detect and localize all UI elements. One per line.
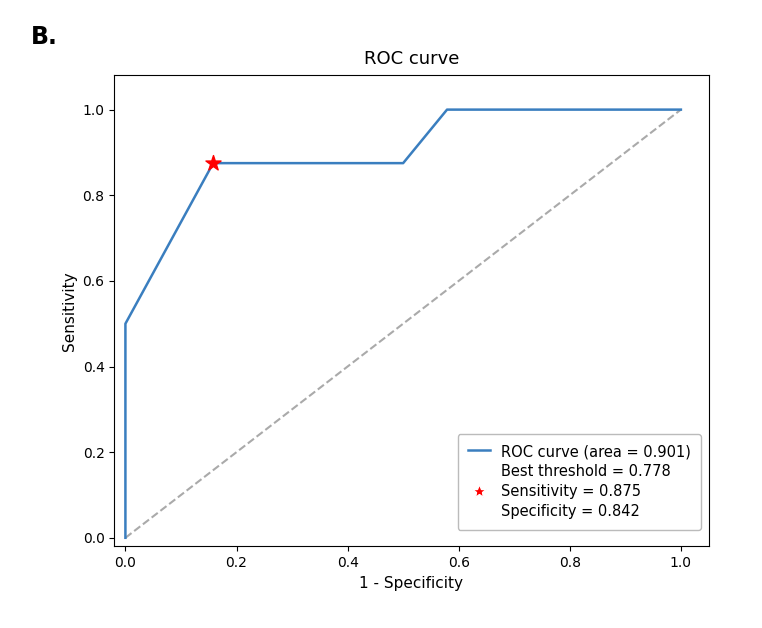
Title: ROC curve: ROC curve [363,50,459,68]
Text: B.: B. [30,25,57,49]
Legend: ROC curve (area = 0.901), Best threshold = 0.778, Sensitivity = 0.875, Specifici: ROC curve (area = 0.901), Best threshold… [457,434,701,529]
Point [207,158,219,168]
X-axis label: 1 - Specificity: 1 - Specificity [360,576,463,591]
Y-axis label: Sensitivity: Sensitivity [62,271,77,350]
